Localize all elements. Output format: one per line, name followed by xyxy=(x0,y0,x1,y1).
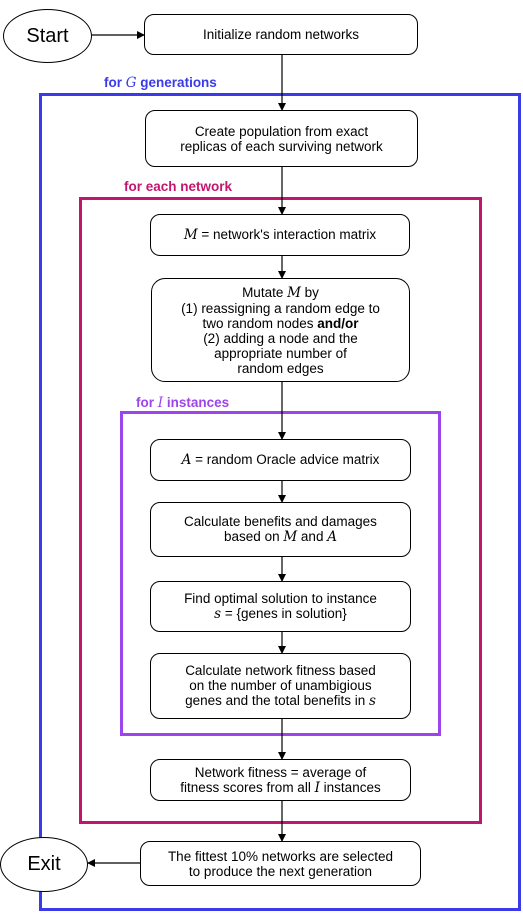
generations-loop-frame xyxy=(39,93,521,911)
network-loop-frame xyxy=(79,197,482,824)
average-fitness-step: Network fitness = average of fitness sco… xyxy=(150,759,411,801)
mutate-step: Mutate M by (1) reassigning a random edg… xyxy=(151,278,410,382)
instances-loop-label: for I instances xyxy=(136,395,230,411)
network-loop-label: for each network xyxy=(124,179,233,194)
oracle-advice-step: A = random Oracle advice matrix xyxy=(150,439,411,481)
interaction-matrix-step: M = network's interaction matrix xyxy=(150,214,410,256)
select-fittest-step: The fittest 10% networks are selected to… xyxy=(140,841,421,886)
start-terminal: Start xyxy=(3,9,92,63)
instances-loop-frame xyxy=(120,411,441,736)
calculate-fitness-step: Calculate network fitness based on the n… xyxy=(150,653,411,719)
exit-terminal: Exit xyxy=(0,837,88,892)
find-optimal-solution-step: Find optimal solution to instance s = {g… xyxy=(150,581,411,632)
generations-loop-label: for G generations xyxy=(104,75,217,91)
create-population-step: Create population from exact replicas of… xyxy=(145,110,418,167)
calculate-benefits-step: Calculate benefits and damages based on … xyxy=(150,502,411,557)
initialize-networks-step: Initialize random networks xyxy=(144,14,418,55)
